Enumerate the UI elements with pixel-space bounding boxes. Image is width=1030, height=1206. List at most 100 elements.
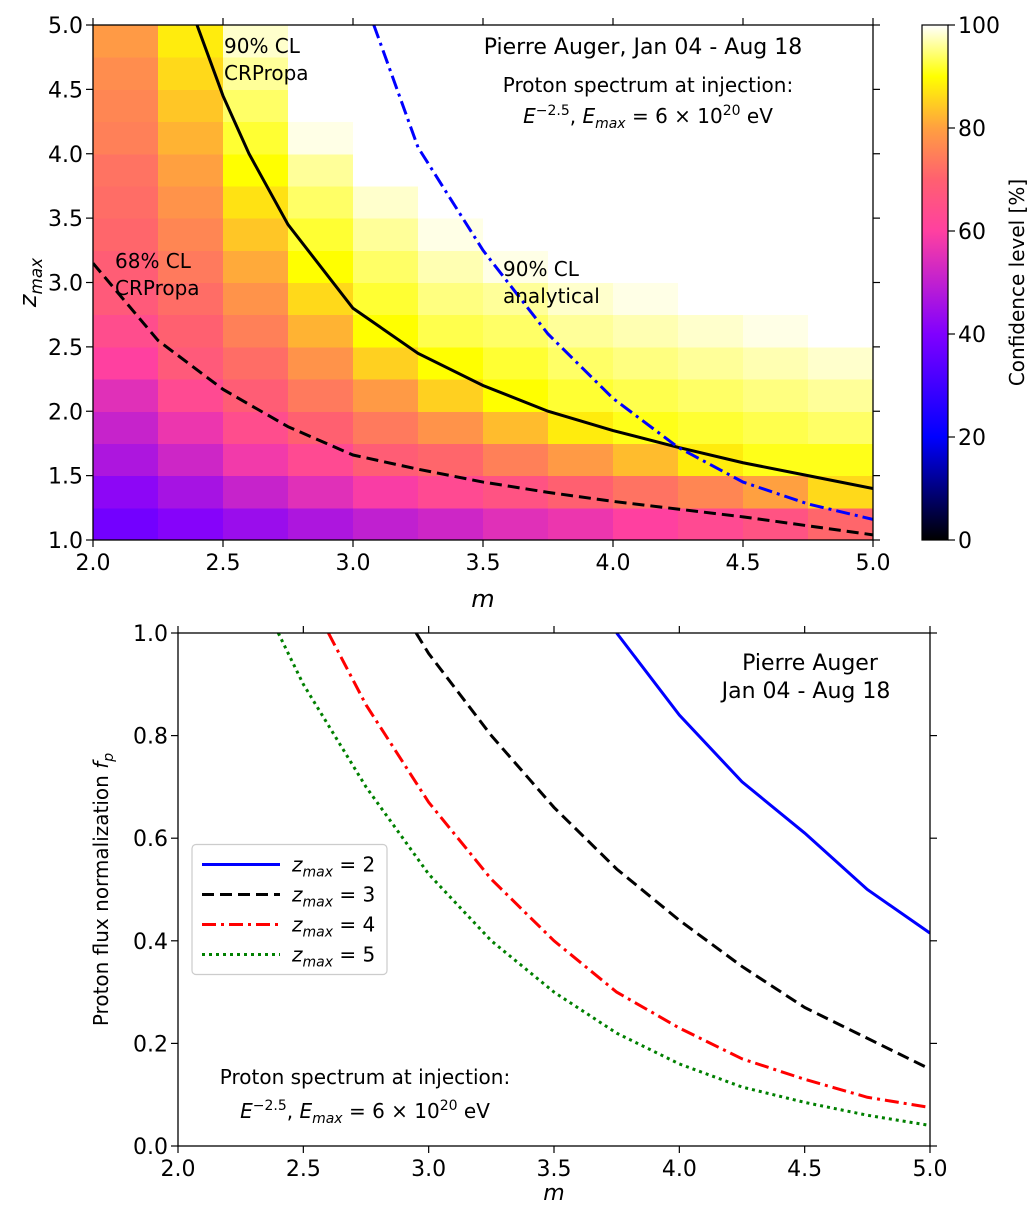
y-tick-label: 1.0 <box>48 529 83 554</box>
x-tick-label: 4.0 <box>662 1157 697 1182</box>
heat-cell <box>93 507 159 541</box>
text-part: max <box>26 257 46 295</box>
heat-cell <box>483 185 549 219</box>
heat-cell <box>808 89 874 123</box>
heat-cell <box>548 89 614 123</box>
text-part: = 6 × 10 <box>343 1099 440 1123</box>
heat-cell <box>418 411 484 444</box>
heat-cell <box>223 185 289 219</box>
series-line <box>414 633 930 1071</box>
y-tick-label: 3.0 <box>48 272 83 297</box>
heat-cell <box>288 314 354 348</box>
heat-cell <box>288 218 354 251</box>
text-part: z <box>291 913 303 937</box>
annotation: CRPropa <box>115 276 200 300</box>
heat-cell <box>353 507 419 541</box>
text-part: z <box>291 943 303 967</box>
text-part: = 3 <box>333 883 375 907</box>
heat-cell <box>223 411 289 444</box>
heat-cell <box>743 411 809 444</box>
heat-cell <box>93 25 159 58</box>
heat-cell <box>743 218 809 251</box>
y-tick-label: 1.5 <box>48 465 83 490</box>
heat-cell <box>678 250 744 283</box>
heat-cell <box>418 218 484 251</box>
heat-cell <box>418 346 484 380</box>
x-tick-label: 3.0 <box>336 551 371 576</box>
heat-cell <box>743 379 809 412</box>
heat-cell <box>288 25 354 58</box>
heat-cell <box>548 507 614 541</box>
heat-cell <box>678 121 744 155</box>
heat-cell <box>158 57 224 90</box>
heat-cell <box>548 153 614 187</box>
heat-cell <box>353 379 419 412</box>
text-part: eV <box>458 1099 491 1123</box>
heat-cell <box>353 25 419 58</box>
heat-cell <box>548 185 614 219</box>
heat-cell <box>743 314 809 348</box>
heat-cell <box>613 185 679 219</box>
heat-cell <box>483 57 549 90</box>
y-tick-label: 2.5 <box>48 336 83 361</box>
heat-cell <box>353 153 419 187</box>
contour-line <box>372 25 873 521</box>
y-tick-label: 0.0 <box>133 1135 168 1160</box>
x-tick-label: 2.5 <box>206 551 241 576</box>
heat-cell <box>288 346 354 380</box>
x-tick-label: 3.0 <box>411 1157 446 1182</box>
heat-cell <box>808 346 874 380</box>
heat-cell <box>678 475 744 509</box>
heat-cell <box>353 57 419 90</box>
colorbar-tick-label: 20 <box>958 426 986 451</box>
x-tick-label: 2.5 <box>286 1157 321 1182</box>
heat-cell <box>223 379 289 412</box>
heat-cell <box>613 121 679 155</box>
heat-cell <box>808 57 874 90</box>
heat-cell <box>158 443 224 477</box>
text-part: −2.5 <box>253 1098 287 1114</box>
annotation-title: Proton spectrum at injection: <box>503 73 793 97</box>
plot-frame <box>177 632 931 1147</box>
heat-cell <box>418 121 484 155</box>
heat-cell <box>353 443 419 477</box>
text-part: p <box>101 753 117 763</box>
heat-cell <box>483 153 549 187</box>
heat-cell <box>743 57 809 90</box>
text-part: f <box>89 759 113 769</box>
heat-cell <box>678 89 744 123</box>
heat-cell <box>548 121 614 155</box>
heat-cell <box>353 218 419 251</box>
heat-cell <box>808 185 874 219</box>
heat-cell <box>93 121 159 155</box>
heat-cell <box>93 443 159 477</box>
heat-cell <box>158 346 224 380</box>
heat-cell <box>223 314 289 348</box>
formula: E−2.5, Emax = 6 × 1020 eV <box>523 103 773 132</box>
heat-cell <box>288 443 354 477</box>
text-part: eV <box>741 104 774 128</box>
text-part: max <box>303 955 334 971</box>
heat-cell <box>418 185 484 219</box>
annotation-title: Pierre Auger, Jan 04 - Aug 18 <box>484 35 802 60</box>
heat-cell <box>743 443 809 477</box>
y-axis-label: zmax <box>14 257 46 308</box>
annotation: analytical <box>503 284 600 308</box>
heat-cell <box>548 57 614 90</box>
contour-line <box>195 25 873 490</box>
text-part: max <box>312 1111 343 1127</box>
heat-cell <box>678 346 744 380</box>
heat-cell <box>288 411 354 444</box>
series-line <box>615 633 930 935</box>
heat-cell <box>548 346 614 380</box>
heat-cell <box>548 250 614 283</box>
heat-cell <box>678 282 744 316</box>
heat-cell <box>158 475 224 509</box>
text-part: z <box>291 853 303 877</box>
heat-cell <box>223 475 289 509</box>
heat-cell <box>353 121 419 155</box>
heat-cell <box>223 443 289 477</box>
heat-cell <box>158 250 224 283</box>
x-tick-label: 4.5 <box>787 1157 822 1182</box>
heat-cell <box>288 89 354 123</box>
